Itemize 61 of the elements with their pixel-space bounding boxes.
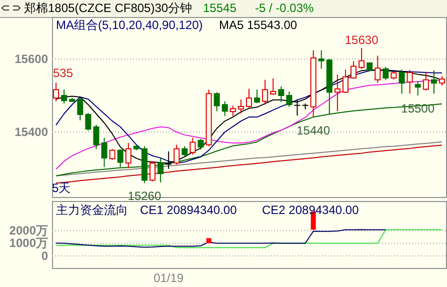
annotation: 535 bbox=[53, 66, 74, 80]
candlestick bbox=[382, 66, 389, 81]
y-tick-label: 0 bbox=[41, 248, 48, 263]
candlestick bbox=[117, 148, 124, 168]
candlestick bbox=[182, 146, 188, 157]
annotation: 5天 bbox=[52, 181, 71, 195]
candlestick bbox=[198, 138, 204, 150]
candlestick bbox=[342, 69, 348, 94]
annotation: 15260 bbox=[128, 189, 162, 204]
chart-title: 郑棉1805(CZCE CF805)30分钟 bbox=[24, 1, 192, 15]
candlestick bbox=[406, 69, 413, 94]
candlestick bbox=[109, 148, 116, 160]
annotation: 15500 bbox=[401, 102, 435, 116]
annotation: CE2 20894340.00 bbox=[262, 203, 360, 217]
y-tick-label: 15600 bbox=[14, 52, 48, 66]
annotation: MA组合(5,10,20,40,90,120) bbox=[56, 18, 203, 32]
candlestick bbox=[334, 74, 340, 112]
candlestick bbox=[190, 137, 196, 156]
annotation: CE1 20894340.00 bbox=[140, 203, 238, 217]
candlestick bbox=[358, 48, 365, 70]
annotation: 15630 bbox=[344, 33, 379, 48]
annotation: 15440 bbox=[296, 123, 330, 138]
candlestick bbox=[374, 55, 381, 84]
candlestick bbox=[61, 89, 68, 104]
y-tick-label: 2000万 bbox=[9, 224, 48, 238]
candlestick bbox=[125, 142, 132, 169]
candlestick bbox=[85, 112, 92, 132]
candlestick bbox=[270, 78, 276, 96]
y-tick-label: 1000万 bbox=[9, 236, 48, 250]
candlestick bbox=[422, 71, 429, 91]
text: -5 / -0.03% bbox=[255, 1, 314, 15]
line-series bbox=[56, 229, 386, 248]
candlestick bbox=[174, 144, 180, 166]
candlestick bbox=[53, 82, 60, 102]
candlestick bbox=[294, 100, 301, 116]
candlestick bbox=[150, 160, 156, 182]
candlestick bbox=[350, 60, 357, 80]
candlestick bbox=[93, 124, 100, 150]
candlestick bbox=[214, 92, 220, 112]
line-series bbox=[56, 229, 442, 248]
candlestick bbox=[77, 98, 84, 121]
candlestick bbox=[254, 89, 260, 104]
candlestick bbox=[318, 50, 324, 70]
candlestick bbox=[238, 99, 244, 114]
candlestick bbox=[101, 137, 108, 168]
chart-title: 主力资金流向 bbox=[56, 203, 128, 217]
candlestick bbox=[246, 88, 252, 108]
candlestick bbox=[286, 90, 292, 108]
candlestick bbox=[398, 69, 405, 94]
line-series bbox=[56, 144, 442, 184]
candlestick bbox=[430, 70, 437, 94]
candlestick bbox=[438, 76, 445, 86]
candlestick bbox=[262, 79, 268, 106]
candlestick bbox=[230, 105, 236, 116]
candlestick bbox=[414, 80, 421, 96]
candlestick bbox=[222, 100, 228, 116]
annotation: MA5 15543.00 bbox=[219, 18, 298, 32]
candlestick bbox=[278, 86, 284, 103]
text: 15545 bbox=[203, 1, 237, 15]
x-tick-label: 01/19 bbox=[154, 271, 184, 285]
y-tick-label: 15400 bbox=[14, 125, 48, 140]
